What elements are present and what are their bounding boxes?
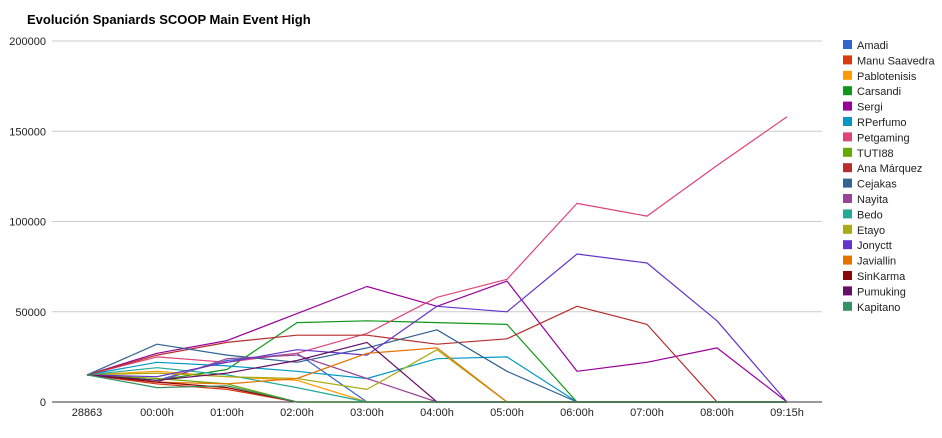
legend-label[interactable]: SinKarma [857, 271, 906, 283]
x-tick-label: 28863 [72, 407, 103, 419]
legend-swatch[interactable] [843, 178, 852, 188]
legend-label[interactable]: Etayo [857, 225, 885, 237]
series-line-6 [86, 116, 788, 376]
series-line-0 [86, 352, 787, 403]
series-line-12 [86, 349, 787, 403]
legend-swatch[interactable] [843, 163, 852, 173]
series-line-1 [86, 374, 787, 403]
x-tick-label: 00:00h [140, 407, 174, 419]
legend-label[interactable]: Manu Saavedra [857, 55, 936, 67]
series-line-3 [86, 320, 787, 403]
legend-swatch[interactable] [843, 271, 852, 280]
legend-swatch[interactable] [843, 255, 852, 265]
series-line-15 [86, 374, 787, 403]
x-tick-label: 08:00h [700, 407, 734, 419]
series-line-13 [86, 253, 788, 403]
legend-label[interactable]: Bedo [857, 209, 883, 221]
legend-label[interactable]: Sergi [857, 102, 883, 114]
y-tick-label: 150000 [9, 126, 46, 138]
legend-label[interactable]: Pumuking [857, 286, 906, 298]
legend-swatch[interactable] [843, 224, 852, 234]
series-lines [86, 116, 788, 403]
legend-swatch[interactable] [843, 301, 852, 311]
y-tick-label: 50000 [15, 307, 46, 319]
legend-label[interactable]: Carsandi [857, 86, 901, 98]
legend-swatch[interactable] [843, 132, 852, 142]
y-axis: 0 50000 100000 150000 200000 [9, 36, 46, 409]
y-tick-label: 0 [40, 397, 46, 409]
x-tick-label: 05:00h [490, 407, 524, 419]
legend-swatch[interactable] [843, 209, 852, 219]
series-line-7 [86, 374, 787, 403]
x-tick-label: 04:00h [420, 407, 454, 419]
series-line-8 [86, 305, 787, 403]
y-tick-label: 200000 [9, 36, 46, 48]
x-tick-label: 06:00h [560, 407, 594, 419]
series-line-17 [86, 374, 787, 403]
chart-title: Evolución Spaniards SCOOP Main Event Hig… [27, 12, 311, 27]
series-line-4 [86, 280, 788, 403]
legend-swatch[interactable] [843, 40, 852, 49]
legend-label[interactable]: RPerfumo [857, 117, 907, 129]
legend-swatch[interactable] [843, 194, 852, 203]
legend-swatch[interactable] [843, 101, 852, 111]
legend-label[interactable]: TUTI88 [857, 148, 894, 160]
y-tick-label: 100000 [9, 217, 46, 229]
legend-label[interactable]: Pablotenisis [857, 71, 917, 83]
x-tick-label: 02:00h [280, 407, 314, 419]
legend-label[interactable]: Ana Márquez [857, 163, 922, 175]
series-line-10 [86, 354, 787, 403]
legend-swatch[interactable] [843, 286, 852, 296]
legend-label[interactable]: Petgaming [857, 132, 910, 144]
legend-label[interactable]: Kapitano [857, 302, 900, 314]
x-tick-label: 03:00h [350, 407, 384, 419]
x-tick-label: 01:00h [210, 407, 244, 419]
legend-label[interactable]: Amadi [857, 40, 888, 52]
series-line-16 [86, 341, 787, 403]
legend-swatch[interactable] [843, 117, 852, 126]
legend-label[interactable]: Jonyctt [857, 240, 892, 252]
legend-swatch[interactable] [843, 70, 852, 80]
x-tick-label: 09:15h [770, 407, 804, 419]
series-line-9 [86, 329, 787, 403]
legend[interactable]: Amadi Manu Saavedra Pablotenisis Carsandi Se… [843, 40, 936, 314]
legend-swatch[interactable] [843, 86, 852, 96]
x-axis: 28863 00:00h 01:00h 02:00h 03:00h 04:00h 05:00… [72, 407, 804, 419]
legend-label[interactable]: Nayita [857, 194, 889, 206]
legend-label[interactable]: Cejakas [857, 179, 897, 191]
legend-swatch[interactable] [843, 240, 852, 250]
legend-swatch[interactable] [843, 55, 852, 65]
legend-swatch[interactable] [843, 147, 852, 157]
legend-label[interactable]: Javiallin [857, 256, 896, 268]
x-tick-label: 07:00h [630, 407, 664, 419]
